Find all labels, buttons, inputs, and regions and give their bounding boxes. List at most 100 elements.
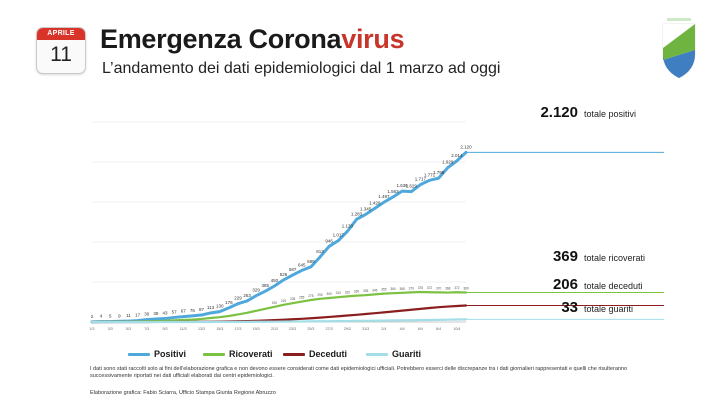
positivi-data-label: 1.717 (415, 177, 427, 182)
positivi-data-label: 76 (190, 308, 196, 313)
legend-item-ricoverati: Ricoverati (203, 349, 273, 359)
total-positivi-label: totale positivi (584, 109, 636, 119)
positivi-data-label: 1.345 (360, 206, 372, 211)
series-guariti-line (90, 318, 468, 324)
total-deceduti-label: totale deceduti (584, 281, 643, 291)
positivi-data-label: 645 (298, 262, 306, 267)
credit-line: Elaborazione grafica: Fabio Sciarra, Uff… (90, 390, 276, 396)
positivi-data-label: 9 (118, 313, 121, 318)
positivi-data-label: 1.929 (442, 160, 454, 165)
ricoverati-data-label: 290 (317, 293, 323, 297)
legend-item-deceduti: Deceduti (283, 349, 347, 359)
positivi-data-label: 587 (289, 267, 297, 272)
series-ricoverati-line (90, 290, 468, 324)
positivi-data-label: 1.798 (433, 170, 445, 175)
positivi-data-label: 2.120 (460, 144, 472, 149)
ricoverati-data-label: 370 (436, 286, 442, 290)
positivi-data-label: 385 (262, 283, 270, 288)
x-tick-label: 8/4 (436, 327, 441, 331)
legend-swatch (283, 353, 305, 357)
ricoverati-data-label: 300 (327, 292, 333, 296)
legend-swatch (128, 353, 150, 357)
positivi-data-label: 87 (199, 307, 205, 312)
positivi-data-label: 17 (135, 313, 141, 318)
total-ricoverati-value: 369 (553, 248, 578, 265)
calendar-month: APRILE (37, 28, 85, 40)
legend-swatch (203, 353, 225, 357)
x-tick-label: 27/3 (326, 327, 333, 331)
disclaimer-notes: I dati sono stati raccolti solo ai fini … (90, 366, 628, 379)
chart-data-labels: 2 4 5 9 11 17 30 38 43 57 67 76 87 113 130176229263329… (91, 144, 472, 318)
chart-legend: Positivi Ricoverati Deceduti Guariti (128, 349, 438, 363)
x-tick-label: 10/4 (453, 327, 460, 331)
positivi-data-label: 329 (252, 288, 260, 293)
ricoverati-data-label: 372 (454, 286, 460, 290)
legend-label: Guariti (392, 349, 422, 359)
calendar-icon: APRILE 11 (36, 27, 86, 74)
chart-grid: 1/3 3/3 5/3 7/3 9/3 11/3 13/3 15/3 17/3 19/3 21/3 2… (90, 121, 466, 331)
x-tick-label: 11/3 (180, 327, 187, 331)
x-tick-label: 5/3 (126, 327, 131, 331)
x-tick-label: 3/3 (108, 327, 113, 331)
x-tick-label: 21/3 (271, 327, 278, 331)
chart-lines (90, 150, 468, 324)
region-logo (662, 18, 696, 79)
x-tick-label: 6/4 (418, 327, 423, 331)
ricoverati-data-label: 320 (345, 290, 351, 294)
ricoverati-data-label: 215 (281, 299, 287, 303)
positivi-data-label: 67 (181, 309, 187, 314)
positivi-data-label: 1.636 (397, 183, 409, 188)
total-guariti-value: 33 (561, 299, 578, 316)
positivi-data-label: 450 (271, 278, 279, 283)
logo-green (663, 24, 695, 60)
x-tick-label: 1/3 (90, 327, 95, 331)
x-tick-label: 29/3 (344, 327, 351, 331)
ricoverati-data-label: 368 (445, 287, 451, 291)
x-tick-label: 31/3 (362, 327, 369, 331)
ricoverati-data-label: 370 (409, 286, 415, 290)
positivi-data-label: 813 (316, 249, 324, 254)
x-tick-label: 17/3 (234, 327, 241, 331)
calendar-day: 11 (50, 43, 72, 66)
x-tick-label: 7/3 (144, 327, 149, 331)
legend-swatch (366, 353, 388, 357)
positivi-data-label: 2.014 (451, 153, 463, 158)
x-tick-label: 9/3 (162, 327, 167, 331)
positivi-data-label: 113 (207, 305, 215, 310)
total-guariti-label: totale guariti (584, 304, 633, 314)
title-main: Emergenza Corona (100, 24, 342, 54)
title-accent: virus (341, 24, 405, 54)
positivi-data-label: 1.771 (424, 172, 436, 177)
positivi-data-label: 946 (325, 238, 333, 243)
x-tick-label: 23/3 (289, 327, 296, 331)
ricoverati-data-label: 335 (363, 289, 369, 293)
x-tick-label: 4/4 (400, 327, 405, 331)
total-positivi-value: 2.120 (540, 104, 578, 121)
x-tick-label: 15/3 (216, 327, 223, 331)
legend-label: Positivi (154, 349, 187, 359)
positivi-data-label: 1.283 (351, 211, 363, 216)
positivi-data-label: 4 (100, 314, 103, 319)
ricoverati-data-label: 360 (390, 287, 396, 291)
positivi-data-label: 176 (225, 300, 233, 305)
logo-band (667, 18, 691, 21)
ricoverati-data-label: 275 (308, 294, 314, 298)
positivi-data-label: 38 (153, 311, 159, 316)
ricoverati-data-label: 190 (272, 301, 278, 305)
ricoverati-data-label: 255 (299, 296, 305, 300)
ricoverati-data-label: 369 (463, 286, 469, 290)
positivi-data-label: 1.017 (333, 233, 345, 238)
total-ricoverati-label: totale ricoverati (584, 253, 645, 263)
x-tick-label: 25/3 (307, 327, 314, 331)
ricoverati-data-label: 355 (381, 288, 387, 292)
ricoverati-data-label: 345 (372, 288, 378, 292)
positivi-data-label: 689 (307, 259, 315, 264)
positivi-data-label: 57 (172, 309, 178, 314)
series-positivi-line (90, 150, 468, 324)
positivi-data-label: 130 (216, 304, 224, 309)
ricoverati-data-label: 330 (354, 290, 360, 294)
positivi-data-label: 1.420 (369, 200, 381, 205)
positivi-data-label: 526 (280, 272, 288, 277)
page-subtitle: L’andamento dei dati epidemiologici dal … (102, 60, 501, 77)
